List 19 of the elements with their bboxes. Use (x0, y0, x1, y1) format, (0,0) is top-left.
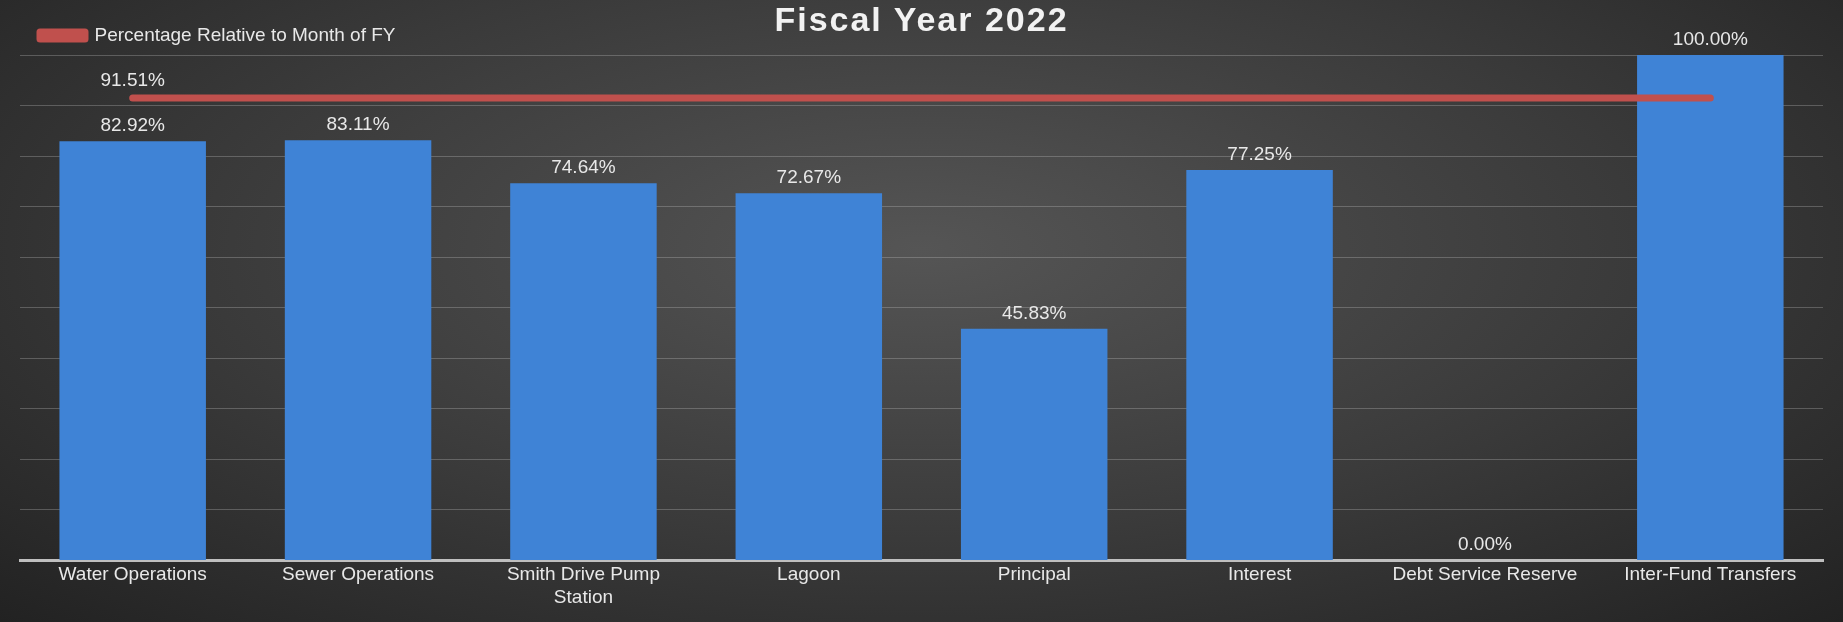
data-label: 72.67% (776, 165, 842, 187)
data-label: 74.64% (551, 155, 616, 177)
x-tick-label: Principal (997, 563, 1071, 585)
chart-title: Fiscal Year 2022 (774, 0, 1069, 38)
x-tick-label: Sewer Operations (282, 563, 435, 585)
data-label: 91.51% (100, 68, 166, 90)
data-label: 0.00% (1458, 533, 1512, 555)
data-label: 45.83% (1001, 301, 1067, 323)
data-label: 82.92% (100, 114, 166, 136)
data-label: 100.00% (1672, 27, 1748, 49)
x-tick-label: Smith Drive Pump Station (506, 563, 660, 607)
x-tick-label: Inter-Fund Transfers (1624, 563, 1797, 585)
data-label: 83.11% (326, 113, 390, 135)
data-label: 77.25% (1227, 142, 1292, 164)
legend-label: Percentage Relative to Month of FY (94, 23, 396, 45)
x-tick-label: Interest (1227, 563, 1292, 585)
x-tick-label: Water Operations (58, 563, 207, 585)
x-tick-label: Debt Service Reserve (1392, 563, 1578, 585)
x-tick-label: Lagoon (777, 563, 841, 585)
